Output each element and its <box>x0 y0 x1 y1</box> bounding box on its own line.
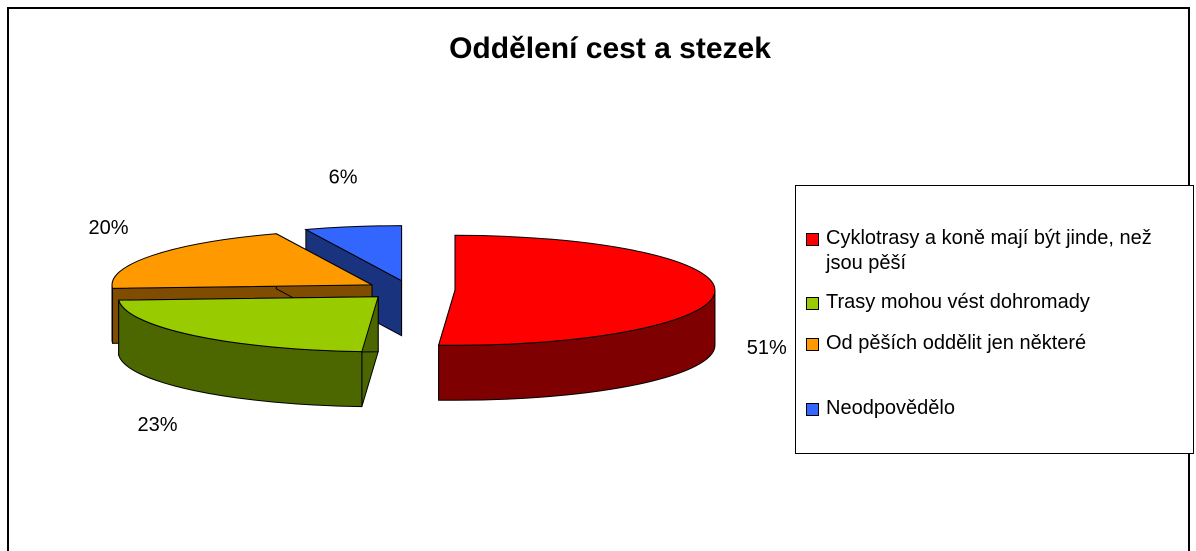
legend-label: Trasy mohou vést dohromady <box>826 291 1090 313</box>
legend-label: Od pěších oddělit jen některé <box>826 332 1087 354</box>
data-label: 23% <box>138 414 178 436</box>
slice <box>118 296 379 408</box>
data-label: 20% <box>89 217 129 239</box>
legend-entry: Trasy mohou vést dohromady <box>806 290 1181 315</box>
slice <box>437 234 716 401</box>
slice-top <box>118 296 379 353</box>
legend-swatch <box>806 233 819 246</box>
slice-wall <box>111 284 114 344</box>
data-label: 6% <box>329 166 358 188</box>
legend-entry: Cyklotrasy a koně mají být jinde, než js… <box>806 226 1181 276</box>
legend-label: Cyklotrasy a koně mají být jinde, než js… <box>826 227 1152 274</box>
legend-label: Neodpovědělo <box>826 397 955 419</box>
legend-swatch <box>806 338 819 351</box>
slice-top <box>437 234 716 346</box>
data-label: 51% <box>747 337 787 359</box>
slice-top <box>111 233 373 289</box>
legend-entry: Od pěších oddělit jen některé <box>806 331 1181 356</box>
slice-top <box>304 225 403 282</box>
pie <box>111 225 716 408</box>
legend-entry: Neodpovědělo <box>806 396 1181 421</box>
legend-swatch <box>806 297 819 310</box>
legend-swatch <box>806 403 819 416</box>
legend: Cyklotrasy a koně mají být jinde, než js… <box>795 185 1194 454</box>
chart-title: Oddělení cest a stezek <box>449 32 771 65</box>
